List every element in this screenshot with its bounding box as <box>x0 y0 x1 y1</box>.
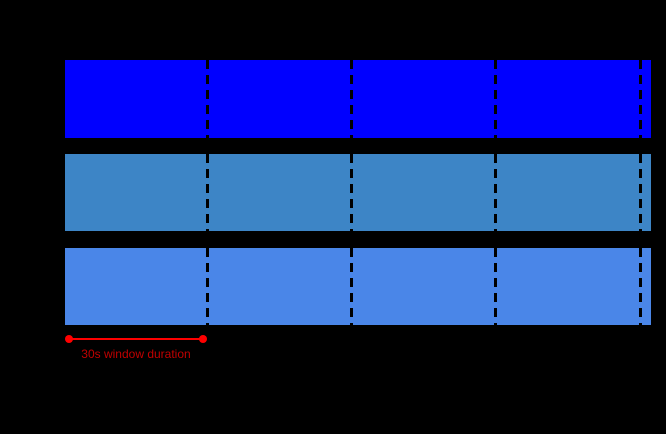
window-boundary-line <box>639 248 642 325</box>
window-boundary-line <box>350 248 353 325</box>
window-boundary-line <box>494 154 497 231</box>
window-track-1 <box>65 60 651 138</box>
window-boundary-line <box>206 60 209 138</box>
measure-endpoint-dot-right <box>199 335 207 343</box>
measure-endpoint-dot-left <box>65 335 73 343</box>
window-boundary-line <box>494 60 497 138</box>
window-track-3 <box>65 248 651 325</box>
window-boundary-line <box>206 154 209 231</box>
window-boundary-line <box>350 154 353 231</box>
window-duration-label: 30s window duration <box>81 347 191 361</box>
window-boundary-line <box>350 60 353 138</box>
window-boundary-line <box>639 154 642 231</box>
window-boundary-line <box>494 248 497 325</box>
window-track-2 <box>65 154 651 231</box>
window-boundary-line <box>639 60 642 138</box>
duration-measure-line <box>69 338 203 340</box>
window-boundary-line <box>206 248 209 325</box>
